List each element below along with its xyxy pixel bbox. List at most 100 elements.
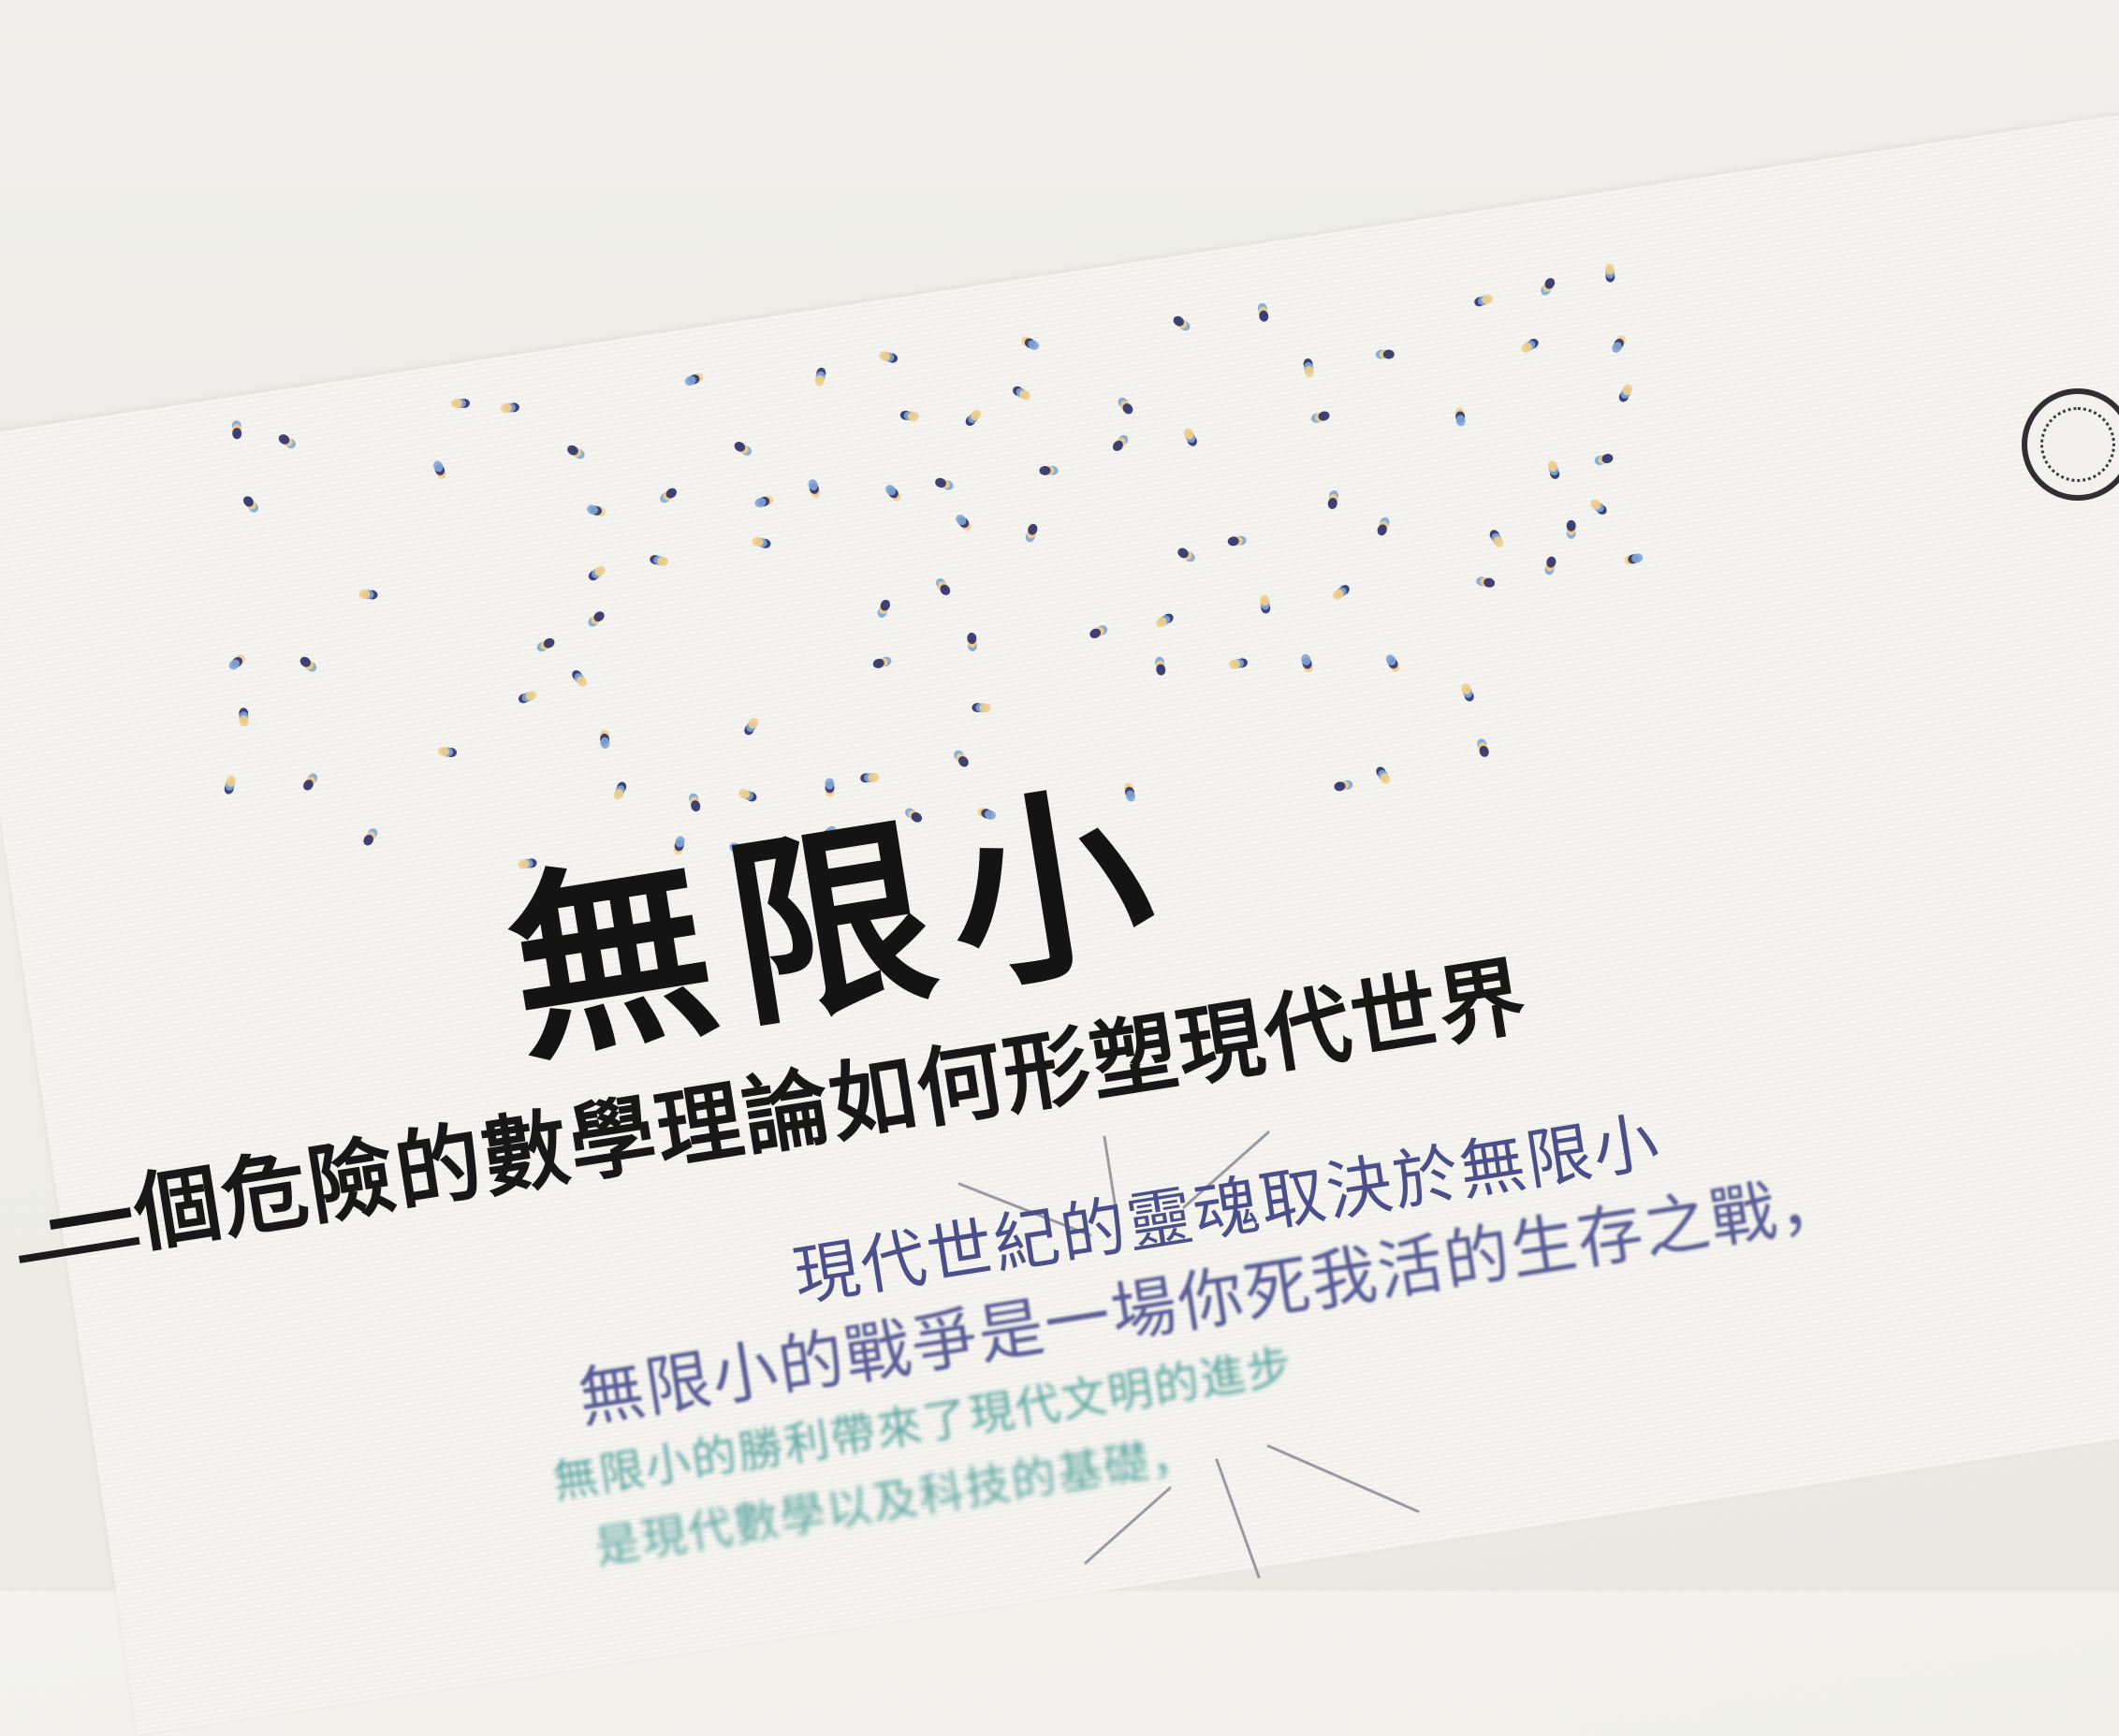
- confetti-dot: [1112, 434, 1129, 451]
- seal-inner-ring: [2040, 407, 2115, 482]
- confetti-dot: [500, 402, 519, 414]
- confetti-dots-illustration: [224, 263, 1644, 869]
- confetti-dot: [1566, 519, 1576, 539]
- confetti-dot: [899, 410, 919, 421]
- confetti-dot: [1377, 517, 1390, 536]
- confetti-dot: [744, 717, 759, 736]
- confetti-dot: [1624, 553, 1644, 565]
- confetti-dot: [613, 781, 627, 800]
- confetti-dot: [1590, 499, 1607, 515]
- confetti-dot: [1229, 658, 1248, 669]
- confetti-dot: [303, 773, 318, 791]
- confetti-dot: [587, 504, 606, 517]
- confetti-dot: [242, 496, 259, 513]
- confetti-dot: [1547, 460, 1560, 479]
- confetti-dot: [860, 772, 880, 783]
- confetti-dot: [300, 656, 317, 672]
- confetti-dot: [965, 410, 982, 426]
- confetti-dot: [1310, 411, 1330, 423]
- confetti-dot: [450, 399, 470, 409]
- confetti-dot: [358, 590, 378, 600]
- confetti-dot: [1183, 428, 1197, 446]
- confetti-dot: [1477, 738, 1489, 757]
- confetti-dot: [1474, 294, 1493, 307]
- confetti-dot: [729, 842, 748, 856]
- confetti-dot: [567, 445, 585, 460]
- confetti-dot: [650, 555, 669, 566]
- confetti-dot: [1303, 358, 1314, 377]
- confetti-dot: [1123, 782, 1136, 802]
- confetti-dot: [877, 599, 891, 618]
- confetti-dot: [1375, 349, 1395, 359]
- confetti-dot: [536, 637, 555, 652]
- confetti-dot: [438, 746, 457, 758]
- publisher-seal-logo: [2022, 388, 2119, 501]
- confetti-dot: [820, 825, 837, 842]
- confetti-dot: [808, 479, 821, 498]
- confetti-dot: [518, 691, 537, 704]
- confetti-dot: [1454, 407, 1466, 427]
- confetti-dot: [1301, 654, 1313, 673]
- confetti-dot: [572, 670, 587, 687]
- confetti-dot: [228, 654, 246, 670]
- confetti-dot: [1156, 613, 1174, 628]
- confetti-dot: [956, 514, 972, 531]
- confetti-dot: [518, 858, 537, 869]
- confetti-dot: [1227, 535, 1247, 547]
- confetti-dot: [904, 808, 923, 823]
- confetti-dot: [231, 420, 242, 440]
- radiating-lines-decoration: [957, 1131, 1420, 1579]
- confetti-dot: [1039, 465, 1059, 475]
- confetti-dot: [935, 477, 954, 490]
- confetti-dot: [224, 775, 236, 795]
- confetti-dot: [1155, 656, 1166, 676]
- confetti-dot: [1476, 576, 1496, 588]
- confetti-dot: [1260, 594, 1271, 614]
- confetti-dot: [1173, 315, 1191, 331]
- confetti-dot: [1376, 766, 1391, 784]
- confetti-dot: [977, 807, 996, 820]
- confetti-dot: [738, 789, 757, 802]
- confetti-dot: [1021, 336, 1039, 350]
- confetti-dot: [588, 565, 606, 581]
- confetti-dot: [1618, 384, 1633, 402]
- confetti-dot: [752, 536, 771, 548]
- confetti-dot: [1089, 625, 1108, 639]
- confetti-dot: [1489, 530, 1504, 547]
- confetti-dot: [1334, 780, 1353, 792]
- confetti-dot: [673, 836, 685, 855]
- confetti-dot: [1461, 683, 1474, 702]
- confetti-dot: [1541, 278, 1556, 296]
- confetti-dot: [1333, 585, 1350, 600]
- confetti-dot: [363, 828, 378, 846]
- confetti-dot: [1544, 556, 1556, 576]
- confetti-dot: [814, 367, 826, 387]
- confetti-dot: [954, 750, 969, 767]
- confetti-dot: [1594, 453, 1614, 465]
- confetti-dot: [936, 577, 951, 596]
- confetti-dot: [1025, 523, 1038, 543]
- confetti-dot: [1118, 397, 1133, 415]
- confetti-dot: [1385, 654, 1400, 672]
- confetti-dot: [825, 778, 835, 797]
- confetti-dot: [660, 488, 677, 503]
- confetti-dot: [1177, 547, 1195, 562]
- confetti-dot: [588, 611, 605, 627]
- confetti-dot: [1257, 302, 1269, 322]
- confetti-dot: [689, 793, 701, 812]
- confetti-dot: [432, 460, 446, 479]
- confetti-dot: [1521, 339, 1539, 353]
- confetti-dot: [278, 434, 297, 449]
- confetti-dot: [967, 633, 977, 651]
- confetti-dot: [599, 729, 610, 749]
- confetti-dot: [684, 372, 704, 386]
- confetti-dot: [239, 708, 249, 727]
- confetti-dot: [1612, 335, 1626, 353]
- confetti-dot: [1604, 263, 1615, 283]
- confetti-dot: [885, 485, 901, 502]
- confetti-dot: [879, 351, 899, 363]
- confetti-dot: [734, 442, 752, 456]
- confetti-dot: [754, 495, 774, 508]
- confetti-dot: [1013, 386, 1030, 401]
- confetti-dot: [1327, 490, 1339, 509]
